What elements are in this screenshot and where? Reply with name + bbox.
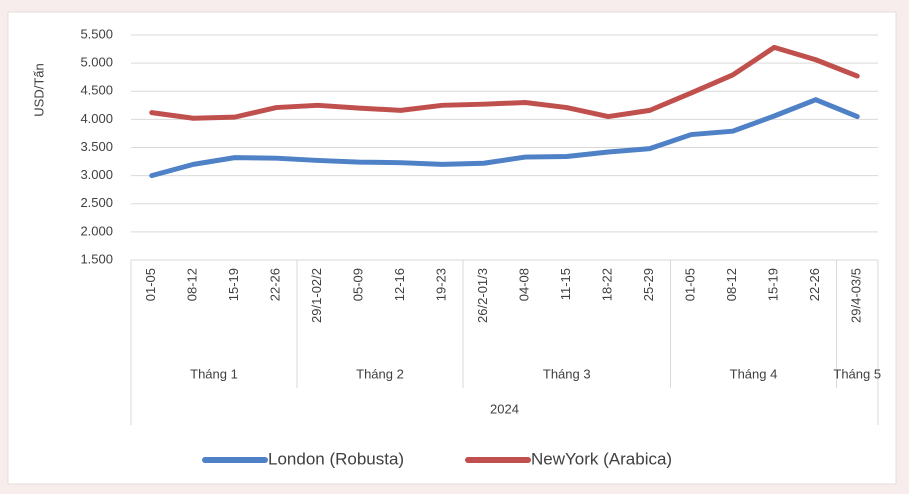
x-tick-label: 26/2-01/3 bbox=[475, 268, 490, 323]
x-tick-label: 01-05 bbox=[683, 268, 698, 301]
group-label: Tháng 1 bbox=[190, 366, 238, 381]
x-tick-label: 04-08 bbox=[517, 268, 532, 301]
x-tick-label: 25-29 bbox=[641, 268, 656, 301]
x-tick-label: 15-19 bbox=[226, 268, 241, 301]
y-tick-label: 4.500 bbox=[80, 83, 113, 98]
x-tick-label: 05-09 bbox=[351, 268, 366, 301]
legend-label: London (Robusta) bbox=[268, 449, 404, 468]
group-label: Tháng 5 bbox=[833, 366, 881, 381]
year-label: 2024 bbox=[490, 401, 519, 416]
x-tick-label: 29/1-02/2 bbox=[309, 268, 324, 323]
x-tick-label: 18-22 bbox=[600, 268, 615, 301]
x-tick-label: 08-12 bbox=[185, 268, 200, 301]
y-tick-label: 3.500 bbox=[80, 139, 113, 154]
series-line bbox=[149, 97, 860, 179]
group-label: Tháng 2 bbox=[356, 366, 404, 381]
y-tick-label: 2.000 bbox=[80, 223, 113, 238]
x-tick-label: 08-12 bbox=[724, 268, 739, 301]
x-tick-label: 11-15 bbox=[558, 268, 573, 300]
y-tick-label: 5.500 bbox=[80, 26, 113, 41]
series-line bbox=[149, 44, 860, 121]
x-tick-label: 22-26 bbox=[268, 268, 283, 301]
y-axis-label: USD/Tấn bbox=[31, 63, 46, 116]
group-label: Tháng 3 bbox=[543, 366, 591, 381]
y-tick-label: 4.000 bbox=[80, 111, 113, 126]
chart-area bbox=[7, 11, 897, 485]
x-tick-label: 01-05 bbox=[143, 268, 158, 301]
y-tick-label: 1.500 bbox=[80, 251, 113, 266]
y-tick-label: 3.000 bbox=[80, 167, 113, 182]
x-tick-label: 22-26 bbox=[807, 268, 822, 301]
legend-label: NewYork (Arabica) bbox=[531, 449, 672, 468]
y-tick-label: 5.000 bbox=[80, 55, 113, 70]
x-tick-label: 12-16 bbox=[392, 268, 407, 301]
x-tick-label: 29/4-03/5 bbox=[849, 268, 864, 323]
group-label: Tháng 4 bbox=[730, 366, 778, 381]
y-tick-label: 2.500 bbox=[80, 195, 113, 210]
x-tick-label: 15-19 bbox=[766, 268, 781, 301]
x-tick-label: 19-23 bbox=[434, 268, 449, 301]
